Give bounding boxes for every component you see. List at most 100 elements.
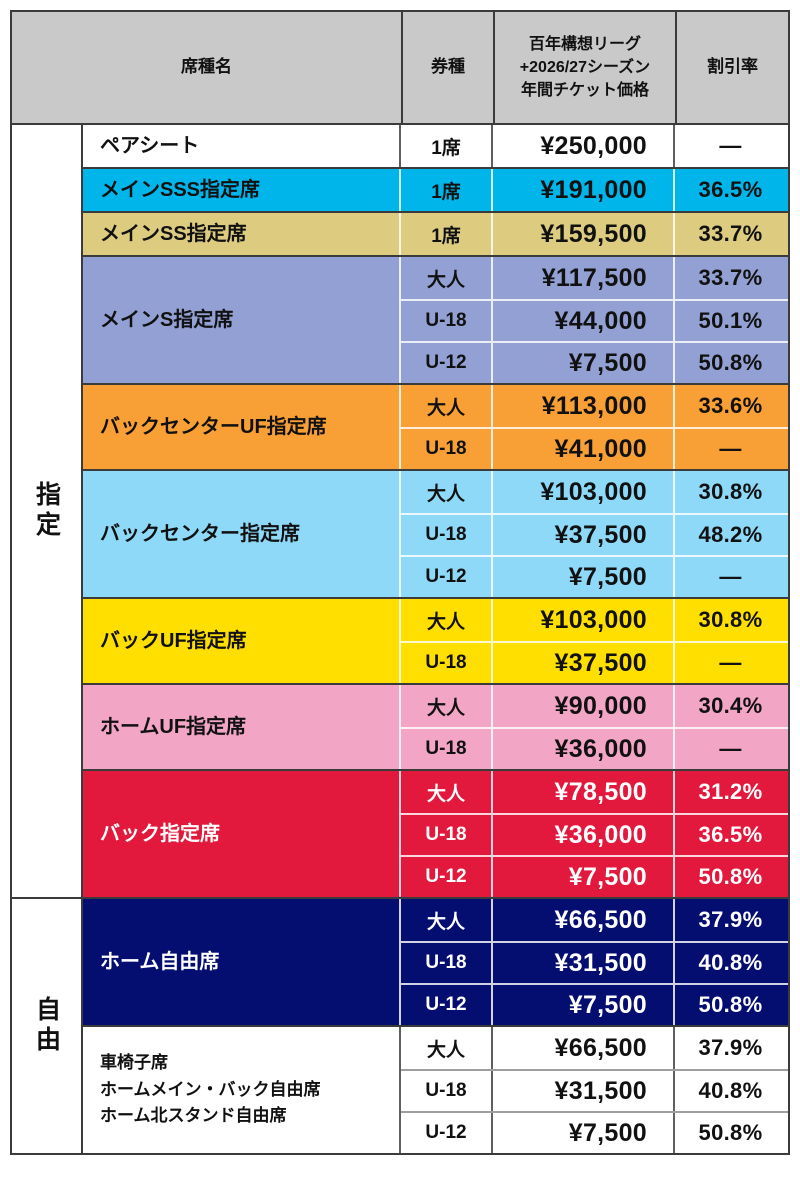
seat-name-label: ホームUF指定席 (100, 715, 247, 738)
price-cell: ¥7,500 (493, 1113, 675, 1153)
seat-name-cell: ホーム自由席 (83, 899, 401, 1025)
price-cell: ¥31,500 (493, 943, 675, 983)
section-label-cell: 自由 (12, 899, 83, 1153)
price-cell: ¥103,000 (493, 471, 675, 513)
section-groups: ペアシート 1席 ¥250,000— メインSSS指定席 1席 ¥191,000 36.5%… (83, 125, 788, 897)
seat-group: ペアシート 1席 ¥250,000 — (83, 125, 788, 167)
seat-name-label: メインS指定席 (100, 308, 234, 331)
ticket-type-cell: U-12 (401, 857, 493, 897)
ticket-row: U-18 ¥37,500 — (401, 641, 788, 683)
seat-group: バック指定席 大人 ¥78,500 31.2% U-18 ¥36,000 36.5% U-12… (83, 769, 788, 897)
ticket-row: U-18 ¥31,500 40.8% (401, 1069, 788, 1111)
ticket-type-cell: U-18 (401, 729, 493, 769)
seat-group: バックUF指定席 大人 ¥103,000 30.8% U-18 ¥37,500 — (83, 597, 788, 683)
seat-name-cell: 車椅子席 ホームメイン・バック自由席 ホーム北スタンド自由席 (83, 1027, 401, 1153)
ticket-type-cell: U-18 (401, 815, 493, 855)
discount-cell: 30.8% (698, 479, 763, 504)
price-cell: ¥159,500 (493, 213, 675, 255)
ticket-row: 大人 ¥103,000 30.8% (401, 471, 788, 513)
ticket-type-cell: U-12 (401, 343, 493, 383)
price-cell: ¥66,500 (493, 899, 675, 941)
seat-name-label: ホーム自由席 (100, 950, 220, 973)
group-rows: 大人 ¥103,000 30.8% U-18 ¥37,500 48.2% U-12 ¥7,50… (401, 471, 788, 597)
ticket-type-cell: 大人 (401, 1027, 493, 1069)
header-ticket-type: 券種 (403, 12, 495, 123)
seat-name-label: 車椅子席 ホームメイン・バック自由席 ホーム北スタンド自由席 (100, 1053, 321, 1126)
ticket-type-cell: 大人 (401, 599, 493, 641)
ticket-row: U-18 ¥37,500 48.2% (401, 513, 788, 555)
discount-cell: 40.8% (698, 1078, 763, 1103)
ticket-row: 1席 ¥191,000 36.5% (401, 169, 788, 211)
table-body: 指定 ペアシート 1席 ¥250,000— メインSSS指定席 1席 ¥191,000 36.… (12, 125, 788, 1153)
seat-name-label: バックUF指定席 (100, 629, 247, 652)
ticket-type-cell: 大人 (401, 771, 493, 813)
price-cell: ¥36,000 (493, 729, 675, 769)
ticket-row: U-18 ¥31,500 40.8% (401, 941, 788, 983)
discount-cell: 50.8% (698, 864, 763, 889)
group-rows: 1席 ¥191,000 36.5% (401, 169, 788, 211)
price-cell: ¥44,000 (493, 301, 675, 341)
seat-name-cell: ホームUF指定席 (83, 685, 401, 769)
ticket-row: 大人 ¥66,500 37.9% (401, 899, 788, 941)
ticket-type-cell: U-18 (401, 515, 493, 555)
seat-name-label: バック指定席 (100, 822, 220, 845)
seat-section: 自由 ホーム自由席 大人 ¥66,500 37.9% U-18 ¥31,500 40.8% U-… (12, 897, 788, 1153)
ticket-row: 大人 ¥113,000 33.6% (401, 385, 788, 427)
discount-cell: 50.8% (698, 1120, 763, 1145)
group-rows: 大人 ¥117,500 33.7% U-18 ¥44,000 50.1% U-12 ¥7,50… (401, 257, 788, 383)
group-rows: 大人 ¥90,000 30.4% U-18 ¥36,000 — (401, 685, 788, 769)
ticket-type-cell: 大人 (401, 685, 493, 727)
group-rows: 大人 ¥66,500 37.9% U-18 ¥31,500 40.8% U-12 ¥7,500… (401, 899, 788, 1025)
group-rows: 1席 ¥159,500 33.7% (401, 213, 788, 255)
seat-name-label: バックセンターUF指定席 (100, 415, 327, 438)
price-cell: ¥113,000 (493, 385, 675, 427)
seat-name-cell: バックUF指定席 (83, 599, 401, 683)
header-price: 百年構想リーグ +2026/27シーズン 年間チケット価格 (495, 12, 677, 123)
seat-group: ホームUF指定席 大人 ¥90,000 30.4% U-18 ¥36,000 — (83, 683, 788, 769)
group-rows: 大人 ¥78,500 31.2% U-18 ¥36,000 36.5% U-12 ¥7,500… (401, 771, 788, 897)
seat-name-cell: バックセンターUF指定席 (83, 385, 401, 469)
seat-group: 車椅子席 ホームメイン・バック自由席 ホーム北スタンド自由席 大人 ¥66,500 3… (83, 1025, 788, 1153)
ticket-type-cell: U-18 (401, 301, 493, 341)
discount-cell: 37.9% (698, 907, 763, 932)
discount-cell: 33.7% (698, 265, 763, 290)
ticket-type-cell: 1席 (401, 213, 493, 255)
ticket-type-cell: U-18 (401, 943, 493, 983)
seat-name-cell: バックセンター指定席 (83, 471, 401, 597)
price-cell: ¥103,000 (493, 599, 675, 641)
ticket-type-cell: 1席 (401, 125, 493, 167)
discount-cell: 50.8% (698, 992, 763, 1017)
discount-cell: — (719, 436, 742, 461)
price-cell: ¥31,500 (493, 1071, 675, 1111)
discount-cell: — (719, 564, 742, 589)
seat-name-cell: ペアシート (83, 125, 401, 167)
price-cell: ¥7,500 (493, 343, 675, 383)
seat-name-cell: メインSSS指定席 (83, 169, 401, 211)
ticket-row: U-18 ¥36,000 36.5% (401, 813, 788, 855)
seat-name-cell: メインS指定席 (83, 257, 401, 383)
ticket-row: 大人 ¥78,500 31.2% (401, 771, 788, 813)
discount-cell: 36.5% (698, 822, 763, 847)
seat-name-label: ペアシート (100, 134, 200, 157)
table-header-row: 席種名 券種 百年構想リーグ +2026/27シーズン 年間チケット価格 割引率 (12, 12, 788, 125)
seat-group: ホーム自由席 大人 ¥66,500 37.9% U-18 ¥31,500 40.8% U-12… (83, 899, 788, 1025)
discount-cell: — (719, 650, 742, 675)
ticket-type-cell: 大人 (401, 257, 493, 299)
price-cell: ¥7,500 (493, 857, 675, 897)
group-rows: 大人 ¥103,000 30.8% U-18 ¥37,500 — (401, 599, 788, 683)
discount-cell: 40.8% (698, 950, 763, 975)
ticket-row: 大人 ¥103,000 30.8% (401, 599, 788, 641)
discount-cell: — (719, 133, 742, 158)
seat-name-cell: メインSS指定席 (83, 213, 401, 255)
seat-name-label: バックセンター指定席 (100, 522, 300, 545)
discount-cell: 30.4% (698, 693, 763, 718)
discount-cell: 48.2% (698, 522, 763, 547)
section-label-cell: 指定 (12, 125, 83, 897)
discount-cell: 31.2% (698, 779, 763, 804)
seat-name-cell: バック指定席 (83, 771, 401, 897)
seat-group: バックセンター指定席 大人 ¥103,000 30.8% U-18 ¥37,500 48.2… (83, 469, 788, 597)
seat-group: メインS指定席 大人 ¥117,500 33.7% U-18 ¥44,000 50.1% U-… (83, 255, 788, 383)
ticket-type-cell: 1席 (401, 169, 493, 211)
ticket-type-cell: 大人 (401, 899, 493, 941)
ticket-type-cell: U-18 (401, 643, 493, 683)
